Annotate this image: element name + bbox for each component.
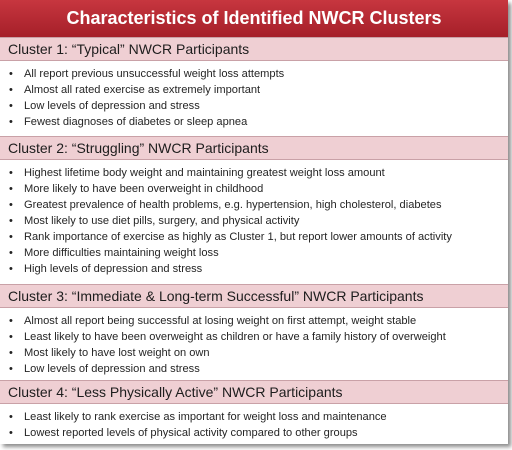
cluster-2-heading: Cluster 2: “Struggling” NWCR Participant… bbox=[0, 136, 508, 160]
cluster-2-bullet-list: Highest lifetime body weight and maintai… bbox=[0, 165, 508, 277]
list-item: Most likely to have lost weight on own bbox=[0, 345, 508, 361]
cluster-3-bullet-list: Almost all report being successful at lo… bbox=[0, 313, 508, 377]
cluster-1-heading: Cluster 1: “Typical” NWCR Participants bbox=[0, 37, 508, 61]
cluster-1-bullet-list: All report previous unsuccessful weight … bbox=[0, 66, 508, 130]
list-item: Least likely to rank exercise as importa… bbox=[0, 409, 508, 425]
list-item: Rank importance of exercise as highly as… bbox=[0, 229, 508, 245]
list-item: Greatest prevalence of health problems, … bbox=[0, 197, 508, 213]
list-item: Highest lifetime body weight and maintai… bbox=[0, 165, 508, 181]
list-item: Fewest diagnoses of diabetes or sleep ap… bbox=[0, 114, 508, 130]
list-item: All report previous unsuccessful weight … bbox=[0, 66, 508, 82]
clusters-table: Characteristics of Identified NWCR Clust… bbox=[0, 0, 508, 444]
list-item: Almost all rated exercise as extremely i… bbox=[0, 82, 508, 98]
cluster-4-bullet-list: Least likely to rank exercise as importa… bbox=[0, 409, 508, 441]
list-item: More likely to have been overweight in c… bbox=[0, 181, 508, 197]
list-item: High levels of depression and stress bbox=[0, 261, 508, 277]
list-item: Most likely to use diet pills, surgery, … bbox=[0, 213, 508, 229]
list-item: Low levels of depression and stress bbox=[0, 98, 508, 114]
list-item: Least likely to have been overweight as … bbox=[0, 329, 508, 345]
list-item: More difficulties maintaining weight los… bbox=[0, 245, 508, 261]
list-item: Low levels of depression and stress bbox=[0, 361, 508, 377]
list-item: Almost all report being successful at lo… bbox=[0, 313, 508, 329]
cluster-3-heading: Cluster 3: “Immediate & Long-term Succes… bbox=[0, 284, 508, 308]
list-item: Lowest reported levels of physical activ… bbox=[0, 425, 508, 441]
table-title: Characteristics of Identified NWCR Clust… bbox=[0, 0, 508, 37]
cluster-4-heading: Cluster 4: “Less Physically Active” NWCR… bbox=[0, 380, 508, 404]
